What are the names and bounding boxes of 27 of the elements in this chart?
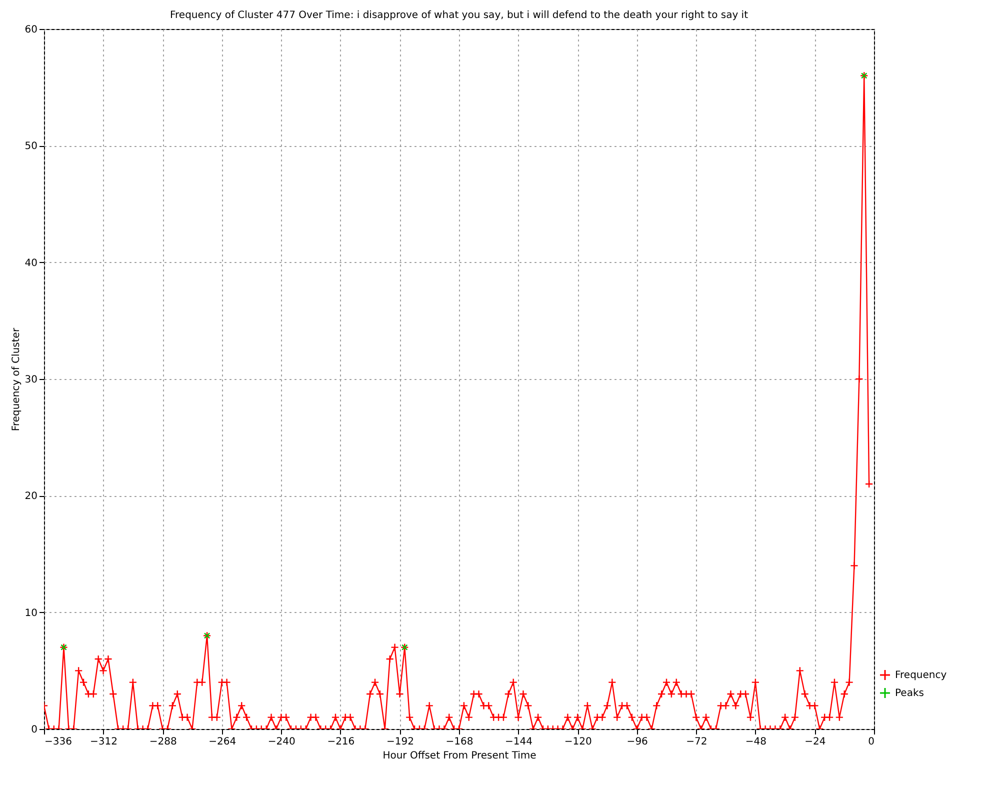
- x-tick-label: −24: [804, 736, 826, 748]
- y-tick-label: 20: [24, 491, 38, 502]
- y-tick-label: 10: [24, 608, 38, 619]
- legend-label: Frequency: [895, 670, 947, 681]
- x-tick-label: −312: [90, 736, 118, 748]
- y-tick-label: 50: [24, 141, 38, 152]
- legend-label: Peaks: [895, 688, 924, 699]
- x-tick-label: 0: [868, 736, 874, 748]
- x-tick-label: −72: [686, 736, 708, 748]
- x-tick-label: −336: [44, 736, 72, 748]
- y-tick-label: 30: [24, 374, 38, 386]
- x-tick-label: −168: [446, 736, 474, 748]
- x-axis-title: Hour Offset From Present Time: [382, 750, 536, 762]
- y-axis-title: Frequency of Cluster: [10, 327, 22, 432]
- y-tick-label: 40: [24, 258, 38, 269]
- x-tick-label: −96: [626, 736, 648, 748]
- x-tick-label: −240: [268, 736, 296, 748]
- chart-title: Frequency of Cluster 477 Over Time: i disapprove of what you say, but i will defend to the death your right to say it: [170, 10, 748, 21]
- x-tick-label: −216: [327, 736, 355, 748]
- y-tick-label: 60: [24, 24, 38, 36]
- x-tick-label: −120: [564, 736, 592, 748]
- x-tick-label: −288: [149, 736, 177, 748]
- x-tick-label: −48: [745, 736, 766, 748]
- y-tick-label: 0: [31, 724, 38, 736]
- x-tick-label: −144: [505, 736, 533, 748]
- x-tick-label: −264: [208, 736, 236, 748]
- x-tick-label: −192: [386, 736, 414, 748]
